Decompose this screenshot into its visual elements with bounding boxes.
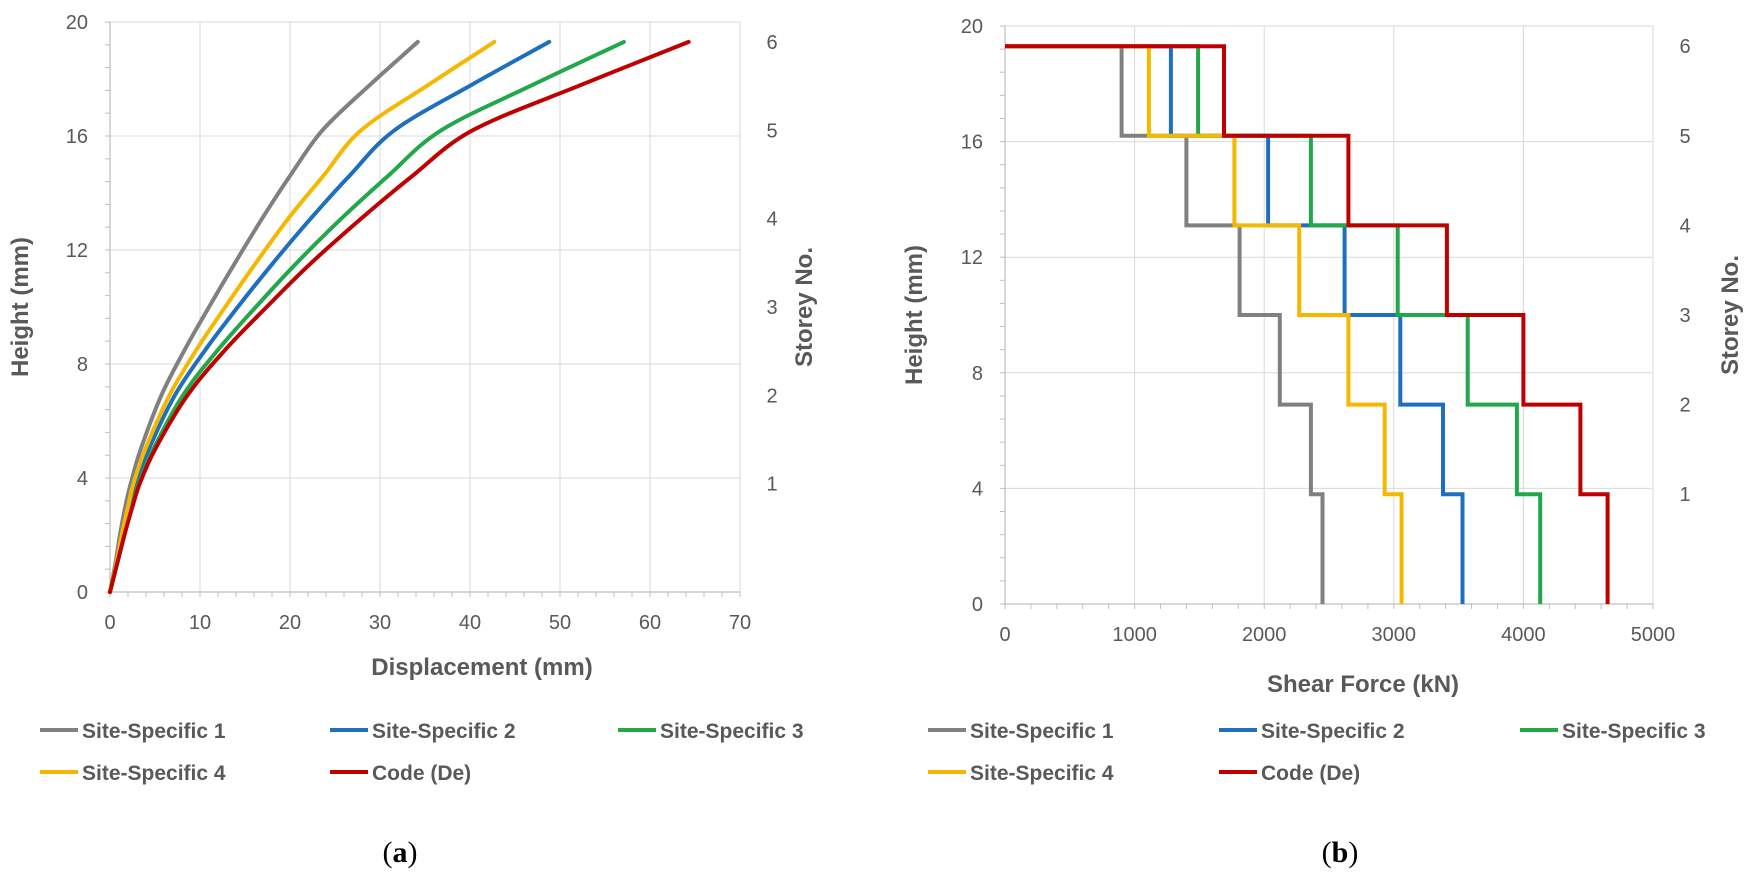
caption-close-paren: ) — [408, 836, 418, 869]
legend-label: Code (De) — [372, 762, 471, 785]
x-tick-label: 4000 — [1501, 624, 1546, 646]
y-tick-label: 0 — [972, 594, 983, 616]
y-tick-label: 4 — [972, 478, 983, 500]
storey-tick-label: 2 — [766, 385, 777, 407]
storey-tick-label: 6 — [1679, 36, 1690, 58]
series-line-1 — [108, 39, 420, 594]
storey-tick-label: 1 — [766, 474, 777, 496]
x-axis-title: Displacement (mm) — [371, 654, 592, 681]
series-line-1 — [1005, 44, 1325, 604]
y-axis-title: Height (mm) — [7, 237, 34, 377]
chart-panel-b: 0 1000 2000 3000 4000 5000048121620123456Shea… — [901, 16, 1744, 869]
x-axis-title: Shear Force (kN) — [1267, 671, 1459, 698]
panel-caption: (b) — [1322, 836, 1359, 869]
y-tick-label: 20 — [961, 16, 983, 38]
x-tick-label: 30 — [369, 612, 391, 634]
legend-label: Site-Specific 4 — [970, 762, 1114, 785]
legend-label: Site-Specific 2 — [1261, 720, 1405, 743]
storey-tick-label: 6 — [766, 32, 777, 54]
storey-tick-label: 4 — [1679, 215, 1690, 237]
legend-label: Site-Specific 3 — [1562, 720, 1706, 743]
storey-tick-label: 3 — [766, 297, 777, 319]
legend-label: Site-Specific 4 — [82, 762, 226, 785]
y-tick-label: 8 — [77, 354, 88, 376]
legend-label: Site-Specific 1 — [82, 720, 226, 743]
y-tick-label: 4 — [77, 468, 88, 490]
x-tick-label: 70 — [729, 612, 751, 634]
x-tick-label: 60 — [639, 612, 661, 634]
x-tick-label: 40 — [459, 612, 481, 634]
y-tick-label: 16 — [66, 126, 88, 148]
x-tick-label: 20 — [279, 612, 301, 634]
caption-open-paren: ( — [383, 836, 393, 869]
caption-letter: a — [393, 836, 408, 869]
y-tick-label: 12 — [66, 240, 88, 262]
series-line-5 — [1005, 44, 1610, 604]
x-tick-label: 50 — [549, 612, 571, 634]
x-tick-label: 3000 — [1372, 624, 1417, 646]
storey-tick-label: 3 — [1679, 305, 1690, 327]
y-tick-label: 16 — [961, 132, 983, 154]
x-tick-label: 0 — [999, 624, 1010, 646]
y-axis-title: Height (mm) — [901, 245, 928, 385]
x-tick-label: 10 — [189, 612, 211, 634]
x-tick-label: 1000 — [1112, 624, 1157, 646]
storey-axis-title: Storey No. — [791, 247, 818, 367]
storey-tick-label: 1 — [1679, 484, 1690, 506]
series-line-4 — [1005, 44, 1404, 604]
y-tick-label: 20 — [66, 12, 88, 34]
x-tick-label: 0 — [104, 612, 115, 634]
legend-label: Site-Specific 3 — [660, 720, 804, 743]
panel-caption: (a) — [383, 836, 418, 869]
storey-tick-label: 5 — [1679, 126, 1690, 148]
legend-label: Code (De) — [1261, 762, 1360, 785]
chart-panel-a: 0 10 20 30 40 50 60 70048121620123456Displaceme… — [7, 12, 818, 869]
storey-tick-label: 4 — [766, 209, 777, 231]
caption-close-paren: ) — [1348, 836, 1358, 869]
storey-tick-label: 2 — [1679, 395, 1690, 417]
caption-open-paren: ( — [1322, 836, 1332, 869]
y-tick-label: 0 — [77, 582, 88, 604]
series-line-4 — [108, 39, 497, 594]
series-line-5 — [108, 39, 691, 594]
series-line-3 — [1005, 44, 1543, 604]
y-tick-label: 8 — [972, 363, 983, 385]
caption-letter: b — [1332, 836, 1349, 869]
storey-tick-label: 5 — [766, 120, 777, 142]
storey-axis-title: Storey No. — [1717, 255, 1744, 375]
y-tick-label: 12 — [961, 247, 983, 269]
legend-label: Site-Specific 1 — [970, 720, 1114, 743]
x-tick-label: 2000 — [1242, 624, 1287, 646]
x-tick-label: 5000 — [1631, 624, 1676, 646]
legend-label: Site-Specific 2 — [372, 720, 516, 743]
